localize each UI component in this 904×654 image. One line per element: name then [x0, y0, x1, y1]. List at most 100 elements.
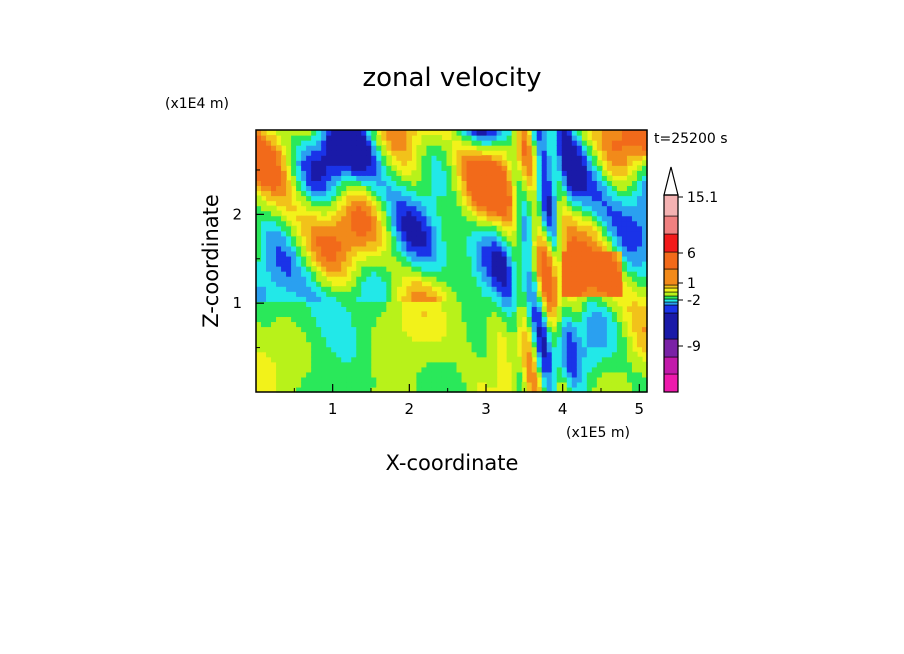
field-cell — [306, 140, 312, 146]
field-cell — [431, 220, 438, 227]
field-cell — [416, 286, 423, 292]
field-cell — [401, 210, 407, 217]
field-cell — [621, 371, 628, 378]
field-cell — [386, 180, 392, 187]
field-cell — [526, 205, 533, 212]
field-cell — [591, 150, 598, 156]
field-cell — [606, 351, 613, 358]
field-cell — [566, 276, 573, 282]
field-cell — [316, 240, 322, 247]
field-cell — [276, 296, 282, 302]
field-cell — [361, 296, 367, 302]
field-cell — [386, 200, 392, 207]
field-cell — [596, 145, 603, 151]
field-cell — [526, 306, 533, 312]
field-cell — [366, 170, 372, 176]
field-cell — [596, 271, 603, 277]
field-cell — [531, 271, 538, 277]
field-cell — [571, 155, 578, 161]
field-cell — [461, 321, 468, 328]
field-cell — [571, 160, 578, 166]
field-cell — [311, 200, 317, 207]
field-cell — [581, 250, 588, 257]
field-cell — [551, 175, 558, 181]
field-cell — [551, 386, 558, 393]
field-cell — [256, 240, 262, 247]
field-cell — [341, 336, 347, 343]
field-cell — [471, 200, 478, 207]
field-cell — [301, 155, 307, 161]
field-cell — [486, 276, 493, 282]
field-cell — [396, 130, 402, 136]
field-cell — [511, 296, 518, 302]
field-cell — [536, 165, 543, 171]
field-cell — [556, 200, 563, 207]
field-cell — [491, 291, 498, 297]
field-cell — [521, 306, 528, 312]
field-cell — [281, 376, 287, 383]
field-cell — [326, 341, 332, 348]
field-cell — [451, 235, 458, 242]
field-cell — [616, 346, 623, 353]
field-cell — [496, 140, 503, 146]
field-cell — [561, 326, 568, 333]
field-cell — [366, 316, 372, 323]
field-cell — [476, 331, 483, 338]
field-cell — [441, 185, 448, 192]
field-cell — [516, 145, 523, 151]
field-cell — [581, 361, 588, 368]
field-cell — [296, 286, 302, 292]
field-cell — [556, 170, 563, 176]
field-cell — [371, 130, 377, 136]
field-cell — [426, 240, 433, 247]
field-cell — [286, 346, 292, 353]
field-cell — [541, 371, 548, 378]
field-cell — [546, 336, 553, 343]
field-cell — [261, 296, 267, 302]
field-cell — [611, 371, 618, 378]
field-cell — [381, 210, 387, 217]
field-cell — [436, 170, 443, 176]
field-cell — [391, 220, 397, 227]
field-cell — [641, 140, 648, 146]
field-cell — [261, 175, 267, 181]
field-cell — [421, 210, 428, 217]
field-cell — [566, 331, 573, 338]
field-cell — [396, 205, 402, 212]
field-cell — [511, 135, 518, 141]
field-cell — [391, 326, 397, 333]
field-cell — [406, 185, 412, 192]
field-cell — [266, 175, 272, 181]
field-cell — [271, 336, 277, 343]
field-cell — [421, 296, 428, 302]
field-cell — [471, 235, 478, 242]
field-cell — [461, 341, 468, 348]
field-cell — [366, 341, 372, 348]
field-cell — [606, 386, 613, 393]
field-cell — [336, 356, 342, 363]
field-cell — [316, 271, 322, 277]
field-cell — [531, 296, 538, 302]
field-cell — [481, 155, 488, 161]
field-cell — [641, 361, 648, 368]
field-cell — [276, 200, 282, 207]
field-cell — [311, 195, 317, 202]
field-cell — [276, 230, 282, 237]
field-cell — [571, 200, 578, 207]
field-cell — [611, 255, 618, 262]
field-cell — [471, 286, 478, 292]
field-cell — [566, 316, 573, 323]
field-cell — [481, 341, 488, 348]
field-cell — [631, 200, 638, 207]
field-cell — [366, 150, 372, 156]
field-cell — [546, 185, 553, 192]
field-cell — [636, 376, 643, 383]
field-cell — [271, 261, 277, 267]
field-cell — [551, 276, 558, 282]
field-cell — [346, 321, 352, 328]
field-cell — [631, 316, 638, 323]
field-cell — [571, 266, 578, 272]
field-cell — [311, 386, 317, 393]
field-cell — [426, 346, 433, 353]
field-cell — [291, 145, 297, 151]
